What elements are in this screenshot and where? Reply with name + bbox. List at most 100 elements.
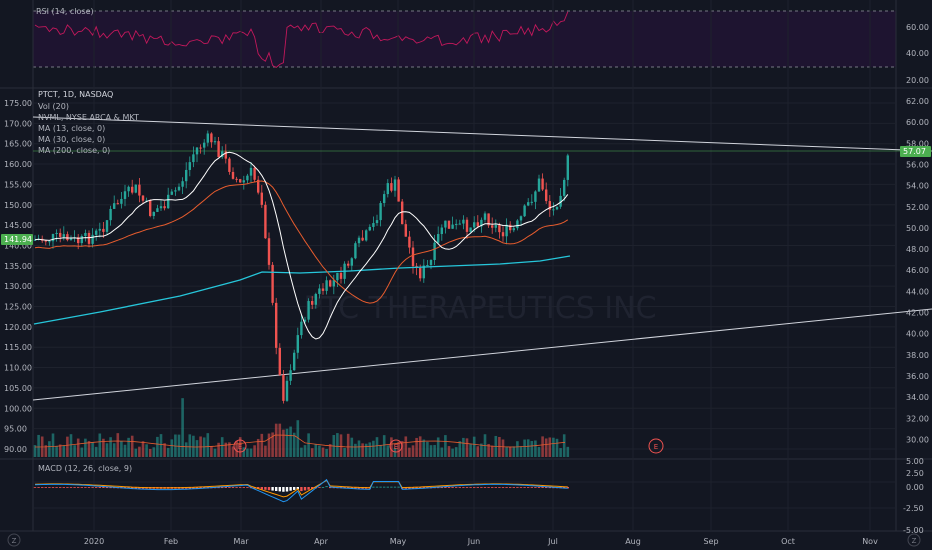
time-axis[interactable]: 2020 Feb Mar Apr May Jun Jul Aug Sep Oct Nov [84, 537, 878, 546]
candle-body [203, 142, 206, 148]
candle-body [390, 183, 393, 191]
candle-body [156, 208, 159, 212]
candle-body [426, 264, 429, 266]
left-axis-label: 100.00 [4, 404, 32, 413]
volume-bar [433, 445, 436, 457]
candle-body [257, 179, 260, 193]
ma200-line[interactable] [33, 255, 571, 325]
macd-hist-bar [293, 487, 296, 490]
macd-hist-bar [494, 487, 497, 488]
right-axis-label: 34.00 [906, 393, 929, 402]
macd-hist-bar [37, 487, 40, 488]
volume-bar [282, 429, 285, 457]
macd-hist-bar [48, 487, 51, 488]
macd-hist-bar [77, 487, 80, 488]
volume-bar [555, 438, 559, 457]
macd-hist-bar [275, 487, 278, 491]
upper-trendline[interactable] [32, 116, 932, 152]
left-axis-label: 110.00 [4, 364, 32, 373]
macd-hist-bar [55, 487, 58, 488]
ma13-line[interactable] [34, 151, 569, 340]
candle-body [404, 224, 407, 237]
earnings-icon[interactable] [389, 439, 403, 453]
earnings-markers[interactable]: E E E [233, 438, 664, 454]
candle-body [246, 175, 249, 181]
symbol-watermark: PTC THERAPEUTICS INC [303, 291, 656, 326]
volume-bar [267, 433, 271, 457]
candle-body [167, 194, 170, 209]
time-axis-label: Jun [467, 537, 481, 546]
volume-bar [447, 446, 451, 457]
macd-hist-bar [415, 487, 418, 489]
volume-bar [80, 447, 84, 457]
volume-bar [141, 441, 145, 457]
volume-bar [134, 448, 138, 457]
candle-body [433, 242, 436, 260]
candle-body [253, 167, 256, 180]
right-price-axis[interactable]: 62.00 60.00 58.00 56.00 54.00 52.00 50.00 48.00… [906, 97, 929, 444]
footer-right[interactable]: Z [907, 533, 921, 547]
macd-hist-bar [271, 487, 274, 491]
zoom-icon[interactable] [7, 533, 21, 547]
macd-hist-bar [534, 487, 537, 488]
candle-body [48, 241, 51, 243]
candlestick-series[interactable] [33, 130, 569, 404]
lower-trendline[interactable] [32, 308, 932, 401]
candle-body [541, 178, 544, 190]
legend-volume[interactable]: Vol (20) [38, 102, 69, 111]
footer-left[interactable]: Z [7, 533, 21, 547]
macd-line [34, 478, 568, 503]
volume-bar [310, 448, 314, 457]
left-price-axis[interactable]: 175.00 170.00 165.00 160.00 155.00 150.00 145.… [4, 99, 32, 454]
macd-legend[interactable]: MACD (12, 26, close, 9) [38, 464, 132, 473]
volume-bar [76, 438, 80, 457]
rsi-legend[interactable]: RSI (14, close) [36, 7, 94, 16]
left-axis-label: 155.00 [4, 180, 32, 189]
earnings-icon[interactable] [233, 439, 247, 453]
right-axis-label: 36.00 [906, 372, 929, 381]
volume-bar [544, 438, 548, 457]
volume-bar [411, 445, 415, 457]
macd-axis-label: 5.00 [906, 457, 924, 466]
volume-bar [307, 433, 310, 457]
time-axis-label: May [390, 537, 407, 546]
legend-compare[interactable]: NVML, NYSE ARCA & MKT [38, 113, 139, 122]
candle-body [408, 236, 411, 248]
zoom-icon[interactable] [907, 533, 921, 547]
legend-ma30[interactable]: MA (30, close, 0) [38, 135, 105, 144]
candle-body [91, 234, 94, 244]
price-legend[interactable]: PTCT, 1D, NASDAQ Vol (20) NVML, NYSE ARC… [38, 90, 139, 155]
macd-hist-bar [465, 487, 469, 488]
volume-bar [361, 443, 364, 457]
volume-bar [562, 434, 566, 457]
candle-body [80, 236, 83, 244]
volume-bar [66, 436, 69, 457]
candle-body [397, 179, 400, 202]
volume-bar [375, 437, 379, 457]
macd-hist-bar [375, 486, 379, 488]
ma30-line[interactable] [34, 180, 569, 304]
macd-hist-bar [566, 487, 569, 489]
macd-hist-bar [289, 487, 292, 491]
earnings-label: E [238, 443, 242, 451]
legend-ma13[interactable]: MA (13, close, 0) [38, 124, 105, 133]
legend-symbol[interactable]: PTCT, 1D, NASDAQ [38, 90, 113, 99]
left-axis-label: 165.00 [4, 140, 32, 149]
volume-bar [102, 438, 105, 457]
volume-bar [127, 437, 130, 457]
rsi-pane[interactable]: RSI (14, close) 60.00 40.00 20.00 [33, 7, 929, 85]
macd-hist-bar [246, 487, 249, 488]
macd-hist-bar [386, 486, 389, 488]
candle-body [120, 198, 123, 204]
candle-body [537, 178, 541, 192]
time-axis-label: 2020 [84, 537, 104, 546]
macd-pane[interactable]: MACD (12, 26, close, 9) 5.00 2.50 0.00 -… [33, 457, 924, 535]
volume-bar [508, 446, 512, 457]
earnings-icon[interactable] [648, 438, 664, 454]
candle-body [69, 238, 73, 241]
legend-ma200[interactable]: MA (200, close, 0) [38, 146, 110, 155]
volume-bar [462, 437, 465, 457]
macd-hist-bar [257, 487, 260, 490]
macd-hist-bar [44, 487, 47, 488]
